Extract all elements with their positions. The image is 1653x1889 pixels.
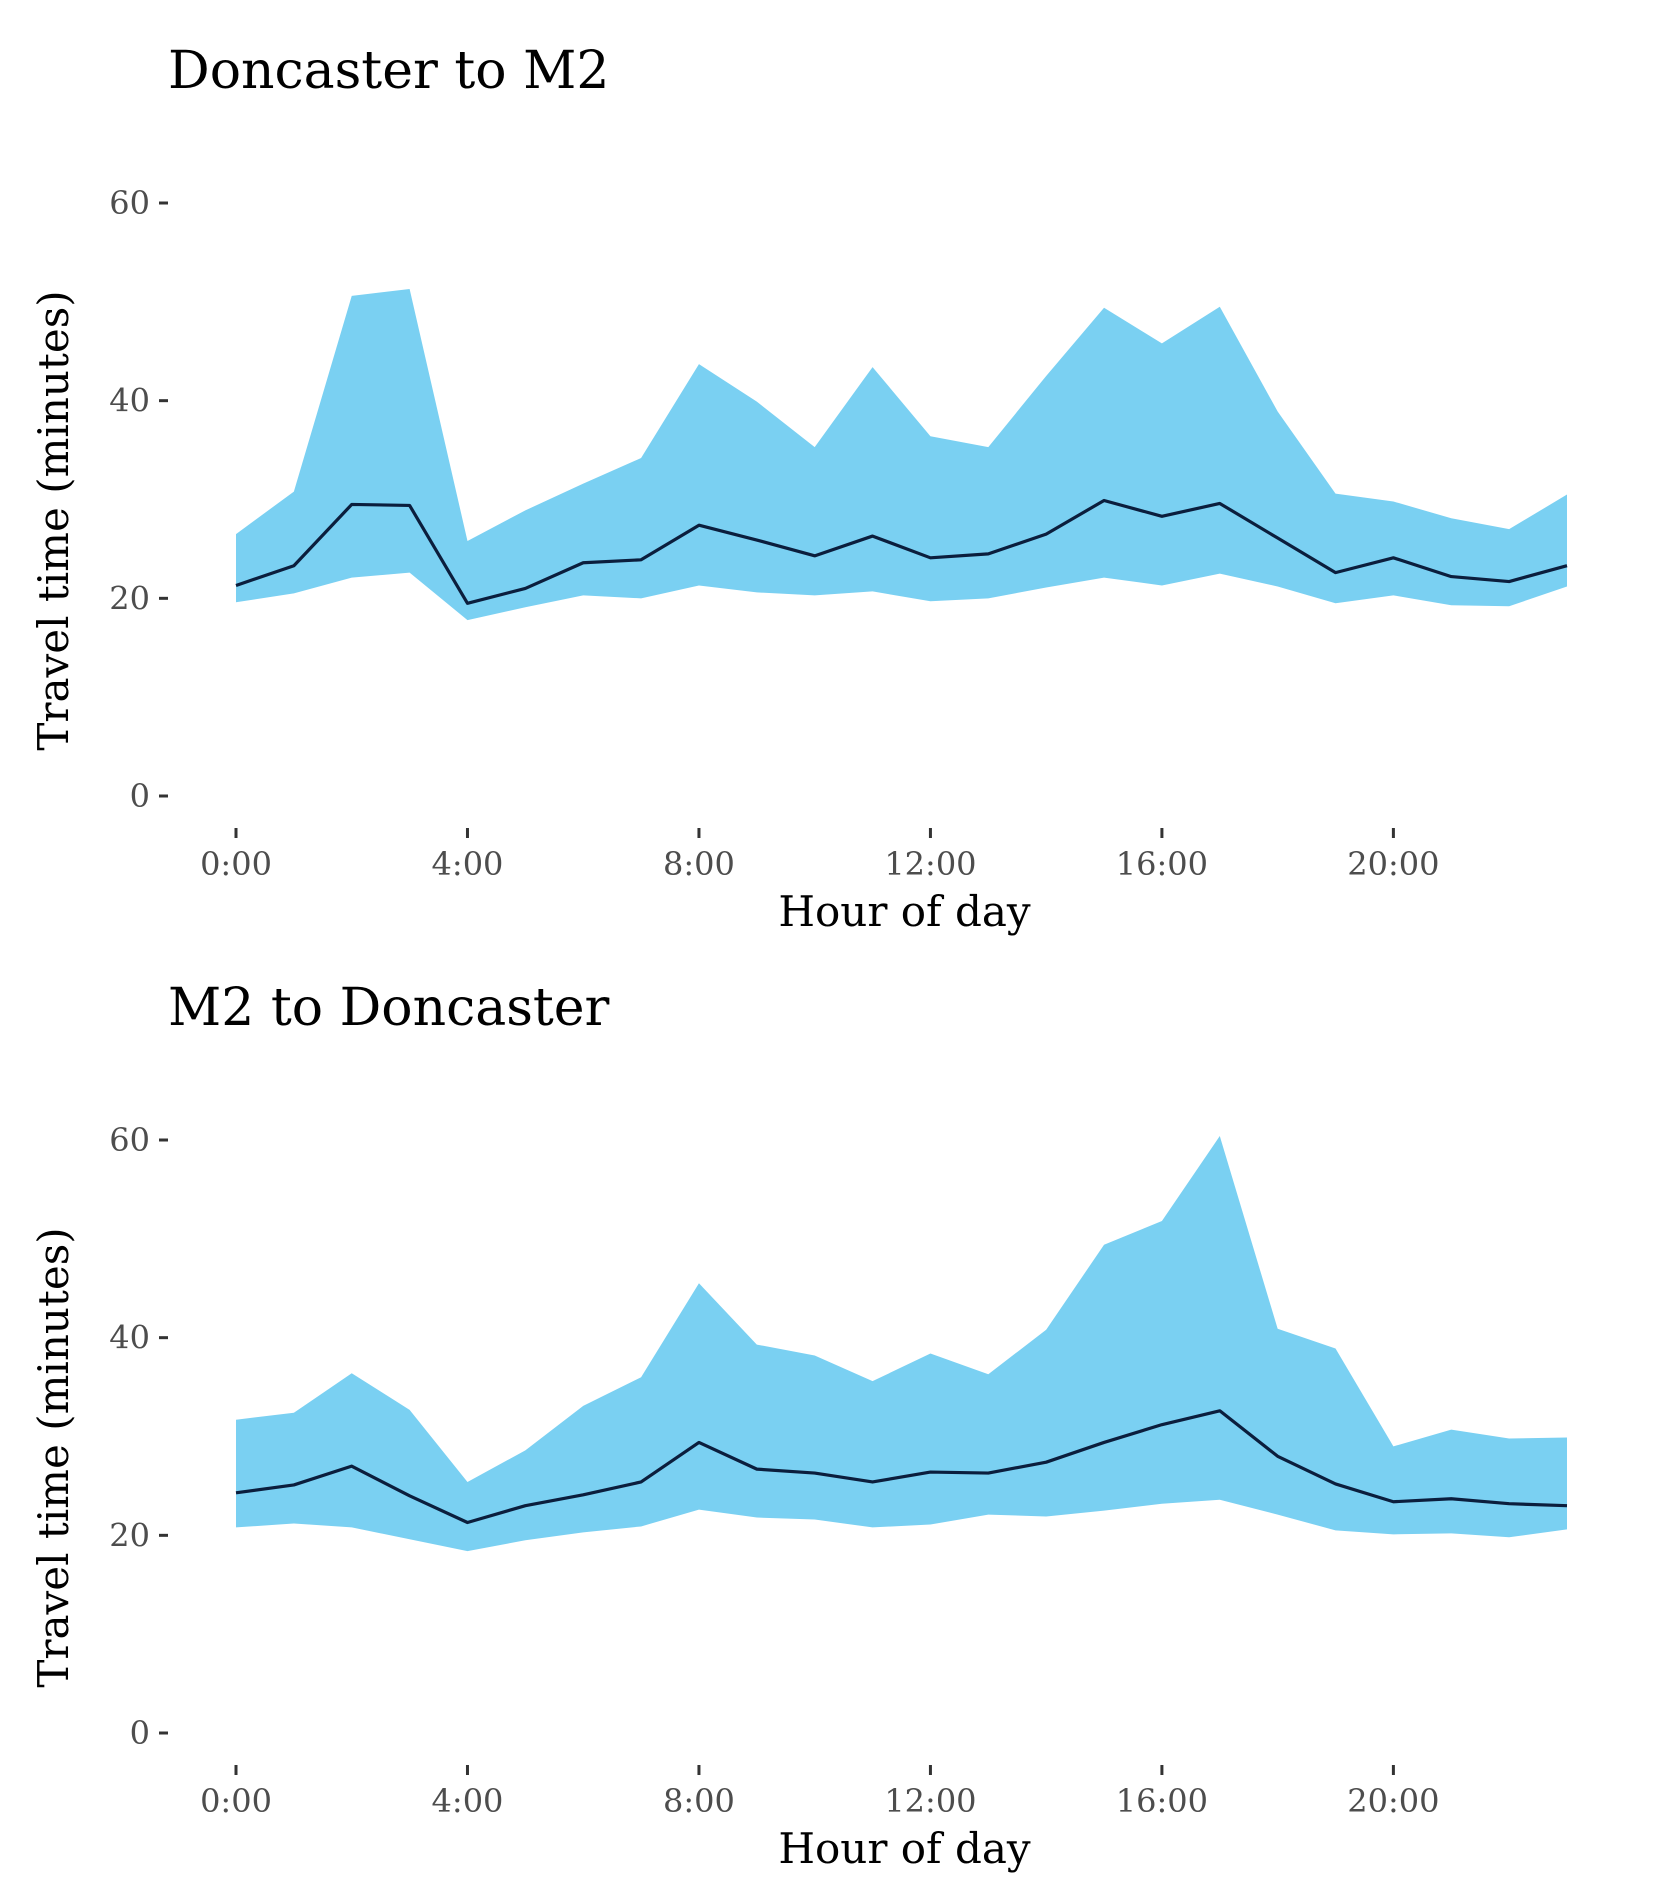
x-tick-label: 20:00 (1347, 1782, 1439, 1820)
x-tick-label: 16:00 (1116, 845, 1208, 883)
y-tick-label: 0 (130, 777, 150, 815)
x-tick-label: 16:00 (1116, 1782, 1208, 1820)
x-tick-label: 12:00 (884, 845, 976, 883)
y-tick-label: 20 (109, 579, 150, 617)
x-tick-label: 4:00 (432, 845, 504, 883)
median-line (235, 1409, 1568, 1525)
y-tick-label: 40 (109, 382, 150, 420)
x-tick-label: 0:00 (200, 845, 272, 883)
chart-panel-1: Doncaster to M2 0 20 40 60 0:00 4:00 8:00 12:00 1… (29, 41, 1568, 936)
x-tick-label: 8:00 (663, 845, 735, 883)
y-tick-label: 40 (109, 1319, 150, 1357)
chart-panel-2: M2 to Doncaster 0 20 40 60 0:00 4:00 8:00 12:00 1… (29, 978, 1568, 1873)
x-tick-label: 20:00 (1347, 845, 1439, 883)
chart-title: M2 to Doncaster (168, 978, 610, 1038)
x-tick-label: 8:00 (663, 1782, 735, 1820)
y-tick-label: 60 (109, 184, 150, 222)
range-band (236, 1136, 1567, 1552)
x-axis-title: Hour of day (778, 887, 1030, 936)
y-tick-label: 60 (109, 1121, 150, 1159)
x-axis-title: Hour of day (778, 1824, 1030, 1873)
x-tick-label: 12:00 (884, 1782, 976, 1820)
range-band (236, 288, 1567, 621)
y-tick-label: 20 (109, 1516, 150, 1554)
x-tick-label: 4:00 (432, 1782, 504, 1820)
y-axis-title: Travel time (minutes) (29, 1227, 78, 1687)
y-axis-title: Travel time (minutes) (29, 290, 78, 750)
x-tick-label: 0:00 (200, 1782, 272, 1820)
chart-title: Doncaster to M2 (168, 41, 609, 101)
y-tick-label: 0 (130, 1714, 150, 1752)
median-line (235, 498, 1568, 605)
